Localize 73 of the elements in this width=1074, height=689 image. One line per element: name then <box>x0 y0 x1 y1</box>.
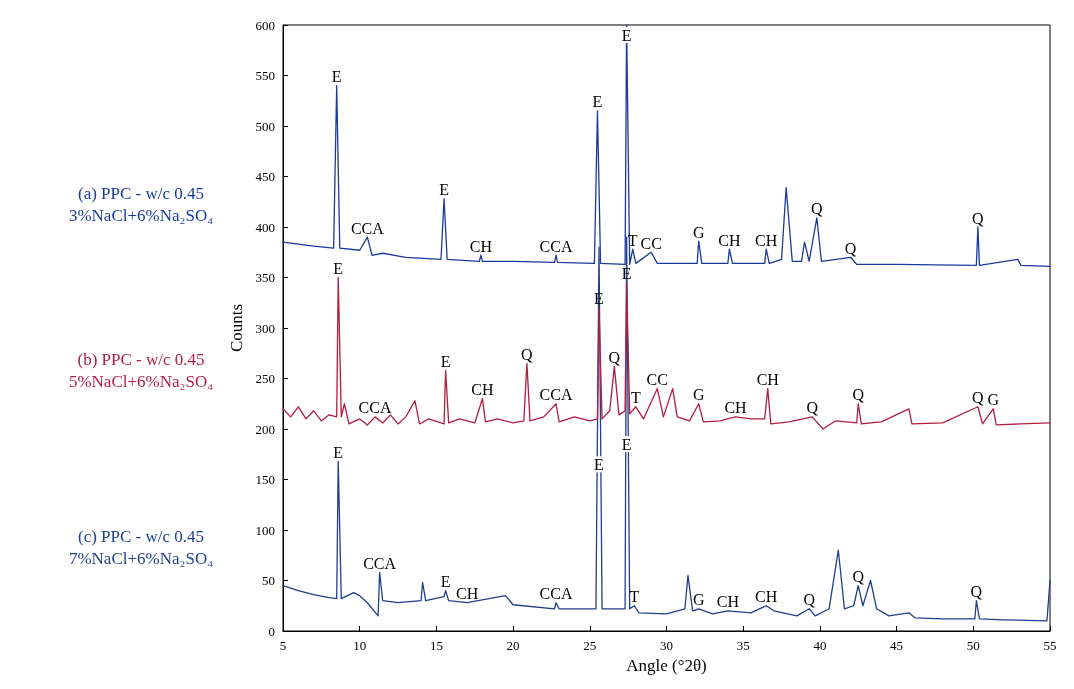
annotation: E <box>621 26 632 44</box>
annotation: CH <box>756 371 780 389</box>
line-series <box>282 236 1051 622</box>
annotation: E <box>333 443 344 461</box>
x-tick-label: 40 <box>813 638 827 653</box>
x-tick-label: 35 <box>736 638 750 653</box>
annotation: E <box>331 68 342 86</box>
annotation: Q <box>852 386 865 404</box>
y-tick-label: 600 <box>255 17 275 33</box>
annotation: Q <box>970 583 983 601</box>
annotation: T <box>630 389 641 407</box>
annotation: Q <box>521 345 534 363</box>
annotation: CC <box>646 371 668 389</box>
x-tick-label: 45 <box>890 638 904 653</box>
annotation: CH <box>471 381 494 399</box>
y-tick-label: 100 <box>255 522 275 538</box>
x-tick-label: 5 <box>279 638 287 653</box>
annotation: G <box>692 386 705 404</box>
y-tick-label: 50 <box>262 573 275 588</box>
y-tick-label: 250 <box>255 371 275 386</box>
annotation: CCA <box>358 399 392 417</box>
x-tick-label: 20 <box>506 638 520 653</box>
y-tick-label: 500 <box>255 118 275 134</box>
y-tick-label: 400 <box>255 219 275 235</box>
annotation: CH <box>724 399 748 417</box>
annotation: E <box>594 455 604 473</box>
annotation: CC <box>640 234 662 252</box>
annotation: Q <box>972 209 985 227</box>
annotation: CH <box>716 593 740 611</box>
annotation: CH <box>718 231 741 249</box>
annotation: E <box>439 181 449 199</box>
x-tick-label: 50 <box>966 638 980 653</box>
annotation: CCA <box>539 386 573 404</box>
annotation: Q <box>972 389 985 407</box>
y-tick-label: 150 <box>255 472 275 487</box>
annotation: CCA <box>539 585 573 603</box>
annotation: CCA <box>363 554 397 572</box>
y-tick-label: 300 <box>255 320 275 336</box>
annotation: G <box>692 223 705 241</box>
annotation: E <box>621 435 632 453</box>
annotation: CCA <box>539 237 573 255</box>
annotation: Q <box>852 568 865 586</box>
y-tick-label: 350 <box>255 270 275 285</box>
x-tick-label: 30 <box>660 638 673 653</box>
y-tick-label: 550 <box>255 68 275 83</box>
annotation: CH <box>455 585 479 603</box>
y-axis-title: Counts <box>226 303 246 353</box>
annotation: CH <box>755 588 778 606</box>
annotation: CCA <box>350 219 385 237</box>
text: (a) PPC - w/c 0.45 3%NaCl+6%Na₂SO₄ <box>68 183 214 225</box>
y-tick-label: 200 <box>255 421 275 437</box>
annotation: CH <box>755 231 778 249</box>
annotation: E <box>592 93 603 111</box>
annotation: Q <box>811 200 824 218</box>
x-tick-label: 55 <box>1043 638 1057 653</box>
annotation: Q <box>608 348 621 366</box>
annotation: E <box>333 260 344 277</box>
annotation: Q <box>806 399 819 417</box>
annotation: CH <box>469 237 493 255</box>
text: (b) PPC - w/c 0.45 5%NaCl+6%Na₂SO₄ <box>68 350 214 392</box>
x-tick-label: 15 <box>429 638 443 653</box>
annotation: E <box>440 352 451 370</box>
annotation: Q <box>803 591 816 609</box>
annotation: E <box>440 573 451 591</box>
annotation: G <box>987 391 1000 409</box>
y-tick-label: 450 <box>255 169 275 184</box>
x-tick-label: 25 <box>583 638 597 653</box>
y-tick-label: 0 <box>268 623 275 639</box>
x-tick-label: 10 <box>353 638 367 653</box>
annotation: Q <box>844 239 857 257</box>
text: (c) PPC - w/c 0.45 7%NaCl+6%Na₂SO₄ <box>68 527 214 569</box>
x-axis-title: Angle (°2θ) <box>626 655 707 675</box>
annotation: G <box>692 591 705 609</box>
